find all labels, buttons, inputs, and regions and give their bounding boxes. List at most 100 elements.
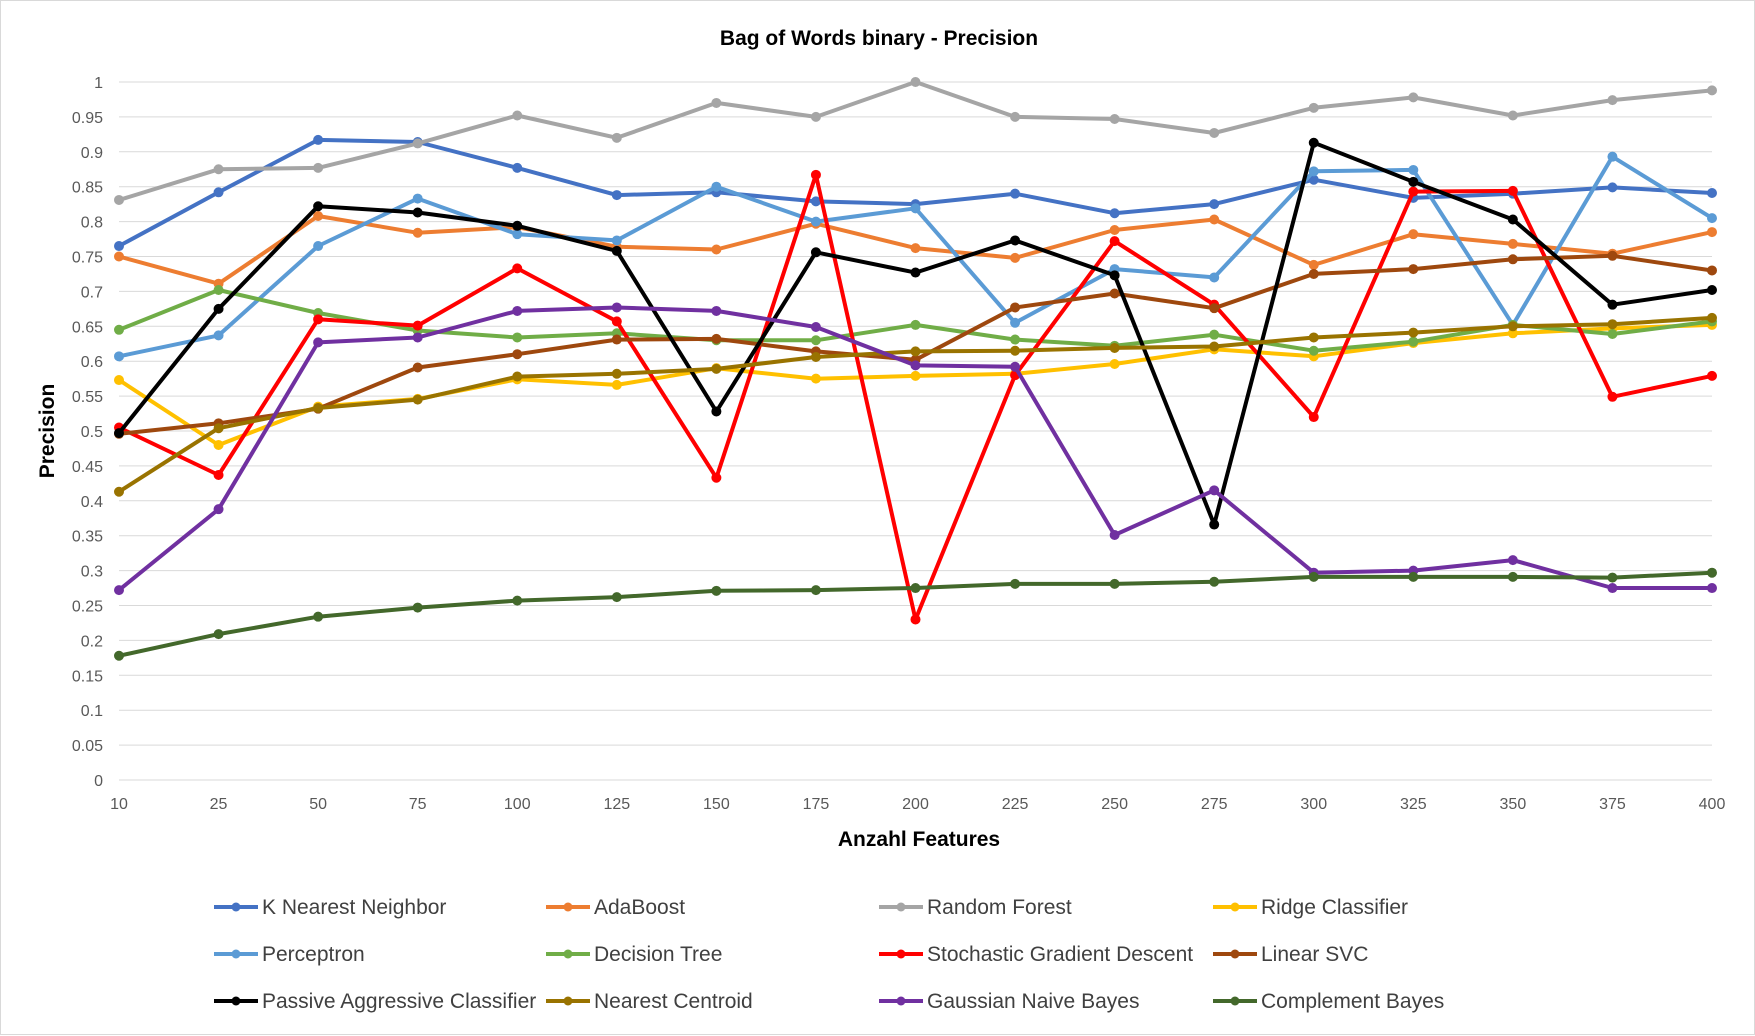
- data-point: [512, 371, 523, 382]
- data-point: [1408, 186, 1419, 197]
- legend-swatch-marker: [896, 996, 906, 1006]
- data-point: [810, 335, 821, 346]
- data-point: [1607, 299, 1618, 310]
- data-point: [611, 190, 622, 201]
- data-point: [1408, 92, 1419, 103]
- x-tick-label: 75: [409, 796, 427, 813]
- y-tick-label: 0.35: [72, 529, 103, 546]
- data-point: [412, 227, 423, 238]
- data-point: [1308, 259, 1319, 270]
- x-tick-label: 200: [902, 796, 929, 813]
- data-point: [1308, 332, 1319, 343]
- data-point: [611, 132, 622, 143]
- data-point: [1010, 361, 1021, 372]
- y-tick-label: 0.4: [81, 494, 103, 511]
- data-point: [611, 368, 622, 379]
- data-point: [213, 164, 224, 175]
- data-point: [213, 629, 224, 640]
- data-point: [1408, 176, 1419, 187]
- data-point: [512, 263, 523, 274]
- data-point: [1707, 285, 1717, 296]
- data-point: [512, 229, 523, 240]
- data-point: [1707, 370, 1717, 381]
- data-point: [1209, 329, 1220, 340]
- x-axis-ticks: 10 25 50 75 100 125 150 175 200 225 250 275 300 325 35…: [110, 796, 1725, 813]
- legend-item: Gaussian Naive Bayes: [879, 990, 1139, 1013]
- data-point: [412, 362, 423, 373]
- data-point: [313, 314, 324, 325]
- data-point: [1607, 95, 1618, 106]
- data-point: [1209, 576, 1220, 587]
- data-point: [1010, 111, 1021, 122]
- data-point: [1010, 345, 1021, 356]
- legend-item: Random Forest: [879, 896, 1072, 919]
- x-tick-label: 10: [110, 796, 128, 813]
- data-point: [1010, 252, 1021, 263]
- legend-label: Decision Tree: [594, 943, 722, 966]
- data-point: [1109, 578, 1120, 589]
- data-point: [1109, 208, 1120, 219]
- data-point: [810, 196, 821, 207]
- data-point: [1607, 328, 1618, 339]
- x-tick-label: 150: [703, 796, 730, 813]
- legend: K Nearest Neighbor AdaBoost Random Forest R…: [214, 896, 1444, 1013]
- data-point: [213, 504, 224, 515]
- x-tick-label: 375: [1599, 796, 1626, 813]
- data-point: [1209, 303, 1220, 314]
- series-linear-svc: [114, 250, 1717, 439]
- data-point: [114, 251, 124, 262]
- data-point: [611, 235, 622, 246]
- data-point: [910, 203, 921, 214]
- series-gaussian-naive-bayes: [114, 302, 1717, 596]
- legend-item: Nearest Centroid: [546, 990, 753, 1013]
- data-point: [910, 243, 921, 254]
- data-point: [1707, 213, 1717, 224]
- data-point: [1707, 85, 1717, 96]
- legend-swatch-marker: [563, 949, 573, 959]
- data-point: [711, 585, 722, 596]
- legend-swatch-marker: [231, 902, 241, 912]
- data-point: [1109, 270, 1120, 281]
- data-point: [1408, 264, 1419, 275]
- x-tick-label: 325: [1400, 796, 1427, 813]
- data-point: [711, 472, 722, 483]
- series-nearest-centroid: [114, 312, 1717, 497]
- data-point: [114, 428, 124, 439]
- y-axis-ticks: 0 0.05 0.1 0.15 0.2 0.25 0.3 0.35 0.4 0.45 0.5 0.55…: [72, 75, 103, 790]
- data-point: [1308, 166, 1319, 177]
- data-point: [910, 370, 921, 381]
- data-point: [711, 97, 722, 108]
- y-tick-label: 0.95: [72, 110, 103, 127]
- data-point: [711, 406, 722, 417]
- legend-swatch-marker: [1230, 996, 1240, 1006]
- data-point: [114, 650, 124, 661]
- data-point: [1109, 530, 1120, 541]
- data-point: [213, 285, 224, 296]
- legend-item: Stochastic Gradient Descent: [879, 943, 1193, 966]
- data-point: [1707, 187, 1717, 198]
- data-point: [114, 194, 124, 205]
- data-point: [213, 303, 224, 314]
- data-point: [412, 193, 423, 204]
- y-tick-label: 0.8: [81, 215, 103, 232]
- x-tick-label: 350: [1500, 796, 1527, 813]
- x-tick-label: 275: [1201, 796, 1228, 813]
- x-tick-label: 225: [1002, 796, 1029, 813]
- legend-item: Linear SVC: [1213, 943, 1368, 966]
- data-point: [1607, 151, 1618, 162]
- data-point: [412, 320, 423, 331]
- data-point: [1308, 571, 1319, 582]
- data-point: [711, 181, 722, 192]
- legend-swatch-marker: [231, 949, 241, 959]
- legend-label: Ridge Classifier: [1261, 896, 1408, 919]
- legend-item: Ridge Classifier: [1213, 896, 1408, 919]
- data-point: [313, 241, 324, 252]
- data-point: [412, 207, 423, 218]
- data-point: [1109, 342, 1120, 353]
- gridlines: [119, 81, 1712, 781]
- legend-swatch-marker: [1230, 902, 1240, 912]
- data-point: [313, 162, 324, 173]
- data-point: [711, 305, 722, 316]
- data-point: [1607, 319, 1618, 330]
